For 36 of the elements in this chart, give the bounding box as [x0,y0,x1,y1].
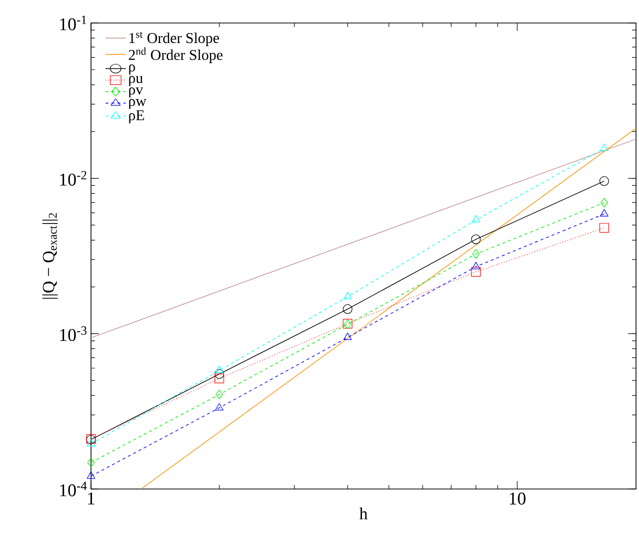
point [472,249,480,259]
y-tick-label: 10$^{-4}$ [60,482,87,496]
point [599,176,609,186]
point [86,471,96,479]
point [472,262,480,270]
y-tick-label: 10$^{-1}$ [60,16,86,30]
point [599,223,609,233]
point [600,198,608,208]
point [600,144,608,151]
point [471,267,481,277]
point [214,374,224,384]
point [87,458,95,468]
x-axis-title: h [359,507,368,520]
legend-label: ρ [129,64,136,75]
legend-label: ρu [129,76,143,86]
point [472,215,480,222]
legend-label: ρv [129,87,144,98]
point [215,403,224,410]
legend-label: ρw [129,98,146,110]
point [600,209,608,216]
point [86,439,96,446]
point [215,366,224,373]
point [343,292,352,300]
y-axis-title: ||Q − Q$_{exact}$||$_{2}$ [42,213,58,299]
legend-label: 1$^{st}$ Order Slope [130,32,219,46]
x-tick-label: 1 [88,492,94,504]
y-tick-label: 10$^{-2}$ [60,170,86,186]
point [342,304,352,314]
x-tick-label: 10 [510,492,526,505]
legend-label: ρE [129,110,144,124]
point [214,369,224,379]
legend-label: 2$^{nd}$ Order Slope [128,47,222,64]
point [216,390,223,400]
point [471,234,481,244]
point [343,332,352,340]
y-tick-label: 10$^{-3}$ [60,326,86,342]
